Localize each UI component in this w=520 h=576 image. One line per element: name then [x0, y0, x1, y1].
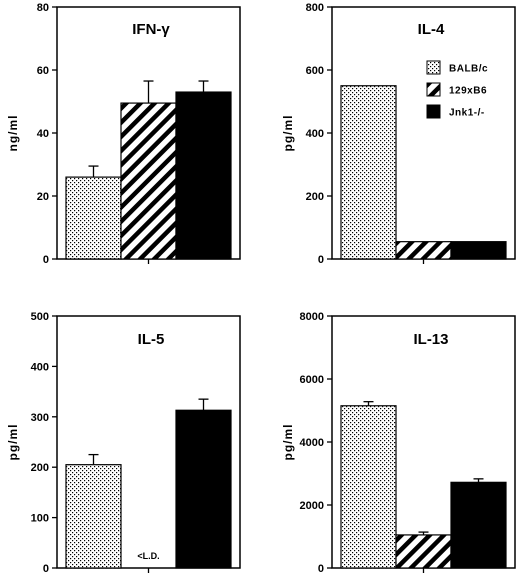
bar-balb-c: [65, 176, 122, 260]
y-tick-label: 600: [306, 65, 324, 77]
bar-jnk1-: [175, 91, 232, 260]
y-tick-label: 400: [306, 128, 324, 140]
bar-balb-c: [65, 464, 122, 569]
bar-jnk1-: [450, 241, 507, 260]
y-tick-label: 200: [306, 191, 324, 203]
y-axis-label: pg/ml: [281, 424, 295, 461]
legend-label: BALB/c: [449, 64, 488, 75]
y-tick-label: 80: [37, 2, 49, 14]
y-tick-label: 800: [306, 2, 324, 14]
y-tick-label: 400: [31, 361, 49, 373]
y-axis-label: pg/ml: [281, 115, 295, 152]
y-tick-label: 60: [37, 65, 49, 77]
bar-129xb6: [120, 102, 177, 260]
panel-title: IFN-γ: [132, 21, 170, 38]
panel-title: IL-13: [413, 331, 448, 348]
below-detection-note: <L.D.: [137, 551, 159, 561]
y-tick-label: 0: [43, 563, 49, 575]
bar-jnk1-: [450, 481, 507, 569]
y-tick-label: 500: [31, 311, 49, 323]
legend-label: 129xB6: [449, 86, 487, 97]
bar-balb-c: [340, 85, 397, 260]
y-axis-label: pg/ml: [6, 424, 20, 461]
legend-swatch: [426, 60, 441, 75]
y-tick-label: 0: [43, 254, 49, 266]
legend-swatch: [426, 104, 441, 119]
legend-swatch: [426, 82, 441, 97]
legend-label: Jnk1-/-: [449, 108, 485, 119]
y-tick-label: 200: [31, 462, 49, 474]
bar-balb-c: [340, 405, 397, 569]
bar-129xb6: [395, 534, 452, 569]
y-tick-label: 300: [31, 412, 49, 424]
chart-panel-0: 0 20 40 60 80 ng/ml IFN-γ: [6, 2, 241, 266]
y-tick-label: 20: [37, 191, 49, 203]
y-tick-label: 2000: [300, 500, 324, 512]
panel-title: IL-4: [418, 21, 445, 38]
bar-jnk1-: [175, 409, 232, 569]
legend: BALB/c 129xB6 Jnk1-/-: [426, 60, 488, 119]
y-axis-label: ng/ml: [6, 115, 20, 152]
y-tick-label: 0: [318, 254, 324, 266]
y-tick-label: 100: [31, 513, 49, 525]
y-tick-label: 4000: [300, 437, 324, 449]
y-tick-label: 0: [318, 563, 324, 575]
y-tick-label: 6000: [300, 374, 324, 386]
panel-title: IL-5: [138, 331, 165, 348]
bar-129xb6: [395, 241, 452, 260]
chart-panel-3: 0 2000 4000 6000 8000 pg/ml IL-13: [281, 311, 516, 575]
chart-panel-2: 0 100 200 300 400 500 pg/ml IL-5 <L.D.: [6, 311, 241, 575]
y-tick-label: 8000: [300, 311, 324, 323]
chart-panel-1: 0 200 400 600 800 pg/ml IL-4 BALB/c 129xB6 Jnk1-/…: [281, 2, 516, 266]
y-tick-label: 40: [37, 128, 49, 140]
